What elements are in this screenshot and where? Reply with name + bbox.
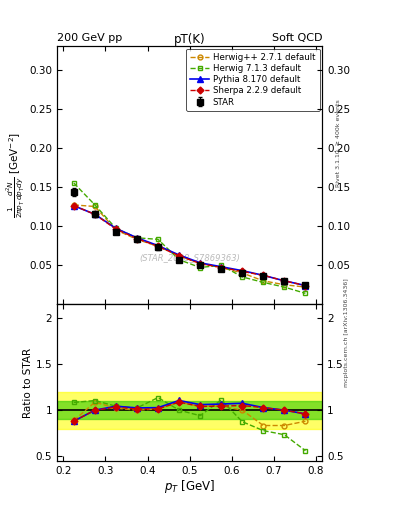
Herwig++ 2.7.1 default [303, 284, 308, 290]
Herwig 7.1.3 default [114, 225, 118, 231]
Sherpa 2.2.9 default [282, 278, 287, 284]
Pythia 8.170 default [282, 278, 287, 284]
Herwig 7.1.3 default [156, 236, 160, 242]
Sherpa 2.2.9 default [198, 261, 202, 267]
Text: Soft QCD: Soft QCD [272, 33, 322, 44]
Sherpa 2.2.9 default [177, 253, 182, 259]
Herwig++ 2.7.1 default [261, 278, 266, 284]
Sherpa 2.2.9 default [156, 243, 160, 249]
Pythia 8.170 default [72, 203, 76, 209]
Herwig 7.1.3 default [303, 290, 308, 296]
Pythia 8.170 default [114, 225, 118, 231]
Y-axis label: Ratio to STAR: Ratio to STAR [23, 348, 33, 418]
Sherpa 2.2.9 default [303, 283, 308, 289]
Pythia 8.170 default [261, 272, 266, 279]
Herwig 7.1.3 default [135, 234, 140, 241]
Herwig++ 2.7.1 default [72, 202, 76, 208]
Text: 200 GeV pp: 200 GeV pp [57, 33, 122, 44]
Sherpa 2.2.9 default [92, 211, 97, 218]
Pythia 8.170 default [219, 264, 224, 270]
Text: (STAR_2008_S7869363): (STAR_2008_S7869363) [139, 253, 240, 262]
Pythia 8.170 default [92, 211, 97, 218]
Pythia 8.170 default [135, 234, 140, 241]
Herwig++ 2.7.1 default [177, 253, 182, 259]
Pythia 8.170 default [156, 243, 160, 249]
Line: Pythia 8.170 default: Pythia 8.170 default [71, 203, 308, 288]
Pythia 8.170 default [240, 268, 244, 274]
Herwig++ 2.7.1 default [156, 243, 160, 249]
X-axis label: $p_T$ [GeV]: $p_T$ [GeV] [164, 478, 215, 496]
Herwig++ 2.7.1 default [198, 261, 202, 267]
Herwig 7.1.3 default [261, 280, 266, 286]
Herwig++ 2.7.1 default [135, 236, 140, 242]
Herwig 7.1.3 default [198, 265, 202, 271]
Sherpa 2.2.9 default [72, 203, 76, 209]
Sherpa 2.2.9 default [240, 268, 244, 274]
Herwig 7.1.3 default [240, 274, 244, 280]
Title: pT(K): pT(K) [174, 33, 206, 46]
Herwig++ 2.7.1 default [282, 282, 287, 288]
Herwig++ 2.7.1 default [219, 265, 224, 271]
Herwig 7.1.3 default [177, 257, 182, 263]
Y-axis label: $\frac{1}{2\pi p_T}\frac{d^2N}{dp_T dy}$ [GeV$^{-2}$]: $\frac{1}{2\pi p_T}\frac{d^2N}{dp_T dy}$… [5, 132, 26, 218]
Herwig 7.1.3 default [282, 284, 287, 290]
Sherpa 2.2.9 default [219, 265, 224, 271]
Line: Herwig++ 2.7.1 default: Herwig++ 2.7.1 default [72, 202, 308, 289]
Bar [57, 401, 322, 419]
Text: mcplots.cern.ch [arXiv:1306.3436]: mcplots.cern.ch [arXiv:1306.3436] [344, 279, 349, 387]
Sherpa 2.2.9 default [114, 226, 118, 232]
Legend: Herwig++ 2.7.1 default, Herwig 7.1.3 default, Pythia 8.170 default, Sherpa 2.2.9: Herwig++ 2.7.1 default, Herwig 7.1.3 def… [186, 49, 320, 111]
Line: Herwig 7.1.3 default: Herwig 7.1.3 default [72, 181, 308, 296]
Line: Sherpa 2.2.9 default: Sherpa 2.2.9 default [72, 203, 308, 288]
Herwig 7.1.3 default [92, 202, 97, 208]
Herwig++ 2.7.1 default [92, 203, 97, 209]
Herwig++ 2.7.1 default [114, 227, 118, 233]
Sherpa 2.2.9 default [135, 236, 140, 242]
Sherpa 2.2.9 default [261, 272, 266, 279]
Herwig 7.1.3 default [72, 180, 76, 186]
Pythia 8.170 default [198, 260, 202, 266]
Pythia 8.170 default [177, 252, 182, 258]
Bar [57, 392, 322, 429]
Herwig++ 2.7.1 default [240, 270, 244, 276]
Pythia 8.170 default [303, 283, 308, 289]
Text: Rivet 3.1.10, ≥ 400k events: Rivet 3.1.10, ≥ 400k events [336, 99, 341, 187]
Herwig 7.1.3 default [219, 262, 224, 268]
